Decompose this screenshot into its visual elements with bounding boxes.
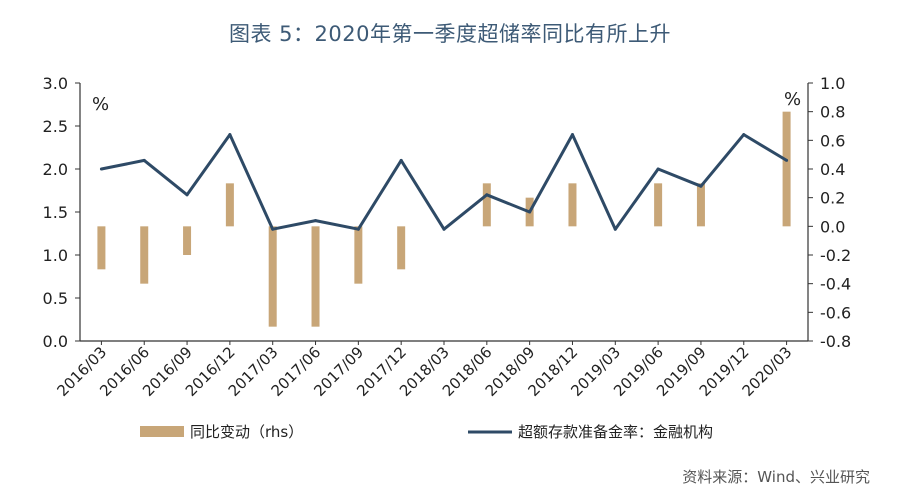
line-point [528,210,532,214]
right-tick-label: -0.2 [820,246,851,265]
right-tick-label: 0.0 [820,217,845,236]
line-point [271,227,275,231]
line-point [442,227,446,231]
right-axis-unit: % [784,89,801,110]
line-point [570,133,574,137]
line-point [485,193,489,197]
line-point [785,158,789,162]
axes: 0.0 0.5 1.0 1.5 2.0 2.5 3.0 -0.8 -0.6 -0.4 -0.2 0.0… [43,74,852,400]
bar-series [97,111,791,327]
line-point [314,219,318,223]
bar [482,183,491,227]
line-point [99,167,103,171]
legend-bar-swatch [140,426,184,437]
right-tick-label: 0.2 [820,189,845,208]
line-point [228,133,232,137]
left-tick-label: 3.0 [43,74,68,93]
bar [696,183,705,227]
bar [97,226,106,270]
line-point [613,227,617,231]
line-point [699,184,703,188]
bar [354,226,363,284]
bar [311,226,320,327]
bar [225,183,234,227]
right-tick-label: 0.6 [820,131,845,150]
line-series [99,133,789,231]
line-point [356,227,360,231]
line-path [101,133,788,231]
left-tick-label: 2.0 [43,160,68,179]
source-note: 资料来源：Wind、兴业研究 [682,468,870,486]
right-tick-label: -0.6 [820,303,851,322]
left-tick-label: 0.0 [43,332,68,351]
chart-title: 图表 5：2020年第一季度超储率同比有所上升 [229,22,671,46]
right-tick-label: 0.4 [820,160,845,179]
line-point [142,158,146,162]
legend-line-label: 超额存款准备金率：金融机构 [518,423,713,441]
legend: 同比变动（rhs） 超额存款准备金率：金融机构 [140,423,713,441]
bar [568,183,577,227]
bar [782,111,791,227]
legend-bar-label: 同比变动（rhs） [190,423,303,441]
left-tick-label: 1.0 [43,246,68,265]
bar [654,183,663,227]
left-tick-label: 1.5 [43,203,68,222]
right-tick-label: -0.4 [820,275,851,294]
bar [140,226,149,284]
left-axis-unit: % [92,94,109,115]
right-tick-label: 0.8 [820,103,845,122]
bar [397,226,406,270]
right-tick-label: 1.0 [820,74,845,93]
line-point [185,193,189,197]
bar [183,226,192,255]
line-point [742,133,746,137]
right-tick-label: -0.8 [820,332,851,351]
line-point [399,158,403,162]
bar [268,226,277,327]
line-point [656,167,660,171]
left-tick-label: 0.5 [43,289,68,308]
left-tick-label: 2.5 [43,117,68,136]
